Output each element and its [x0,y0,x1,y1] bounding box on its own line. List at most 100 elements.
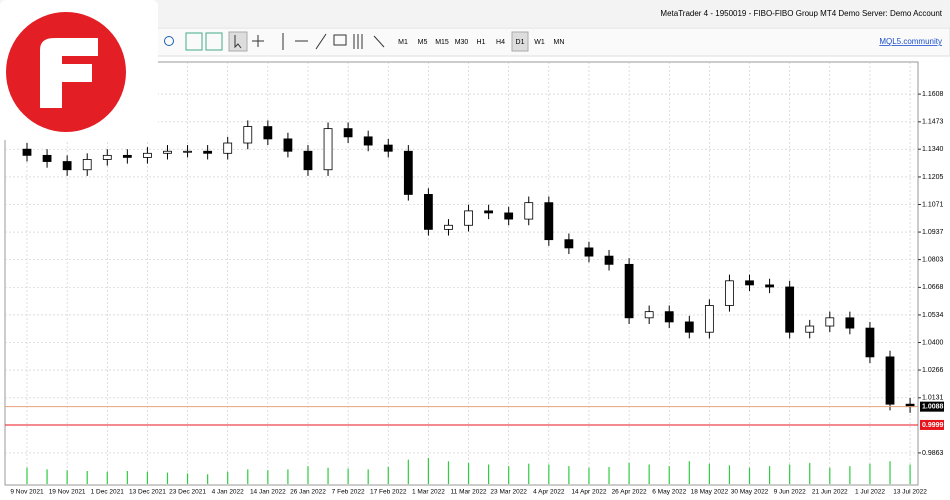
y-tick-label: 1.0131 [922,395,944,402]
candle-body [584,247,594,257]
candle-body [223,142,233,154]
x-tick-label: 26 Apr 2022 [612,489,647,496]
volume-bar [26,467,28,484]
x-tick-label: 26 Jan 2022 [290,489,326,496]
timeframe-button[interactable]: M5 [418,39,428,46]
candle-body [283,138,293,152]
volume-bar [146,471,149,484]
x-tick-label: 23 Mar 2022 [490,489,527,496]
volume-bar [327,467,329,484]
candle-body [704,305,714,333]
volume-bar [106,471,108,484]
price-level-tag [920,419,944,430]
x-tick-label: 13 Jul 2022 [893,489,927,496]
candle-body [22,148,32,156]
candle-body [423,194,433,230]
volume-bar [467,462,470,484]
volume-bar [869,463,871,484]
x-tick-label: 1 Dec 2021 [91,489,125,496]
candle-body [343,128,353,138]
candle-body [544,202,554,241]
timeframe-button[interactable]: H4 [496,39,505,46]
volume-bar [207,474,209,484]
candle-body [122,154,132,158]
candle-body [865,327,875,358]
candle-body [143,152,152,158]
volume-bar [86,471,88,484]
candle-body [62,161,72,171]
timeframe-button[interactable]: M1 [398,39,408,46]
volume-bar [166,472,169,484]
volume-bar [568,466,570,484]
x-tick-label: 11 Mar 2022 [451,489,487,496]
candle-body [765,284,774,288]
y-tick-label: 1.1340 [922,146,944,153]
x-tick-label: 4 Apr 2022 [533,489,565,496]
candle-body [564,239,574,249]
x-tick-label: 7 Feb 2022 [332,489,365,496]
candle-body [624,263,634,319]
timeframe-button[interactable]: H1 [477,39,486,46]
y-tick-label: 1.0803 [922,256,944,263]
x-tick-label: 14 Jan 2022 [250,489,286,496]
x-tick-label: 4 Jan 2022 [212,489,245,496]
candle-body [785,286,795,333]
volume-bar [307,466,309,484]
candle-body [604,255,614,265]
candle-body [825,317,835,327]
volume-bar [367,469,369,484]
candle-body [163,150,172,154]
y-tick-label: 1.0937 [922,229,944,236]
volume-bar [768,466,771,484]
candle-body [444,224,453,230]
volume-bar [508,466,510,484]
x-tick-label: 23 Dec 2021 [169,489,206,496]
candle-body [524,202,534,220]
volume-bar [728,465,731,484]
y-tick-label: 1.0400 [922,339,944,346]
y-tick-label: 1.1608 [922,91,944,98]
volume-bar [588,467,590,484]
candle-body [243,126,253,144]
y-tick-label: 1.0668 [922,284,944,291]
timeframe-button[interactable]: D1 [516,39,525,46]
toolbar [0,27,950,57]
y-tick-label: 0.9863 [922,450,944,457]
volume-bar [46,469,48,484]
volume-bar [447,461,450,484]
chart: 0.9863 1.0131 1.0266 1.0400 1.0534 1.0668 1.08… [5,62,944,496]
mql5-link[interactable]: MQL5.community [879,37,942,46]
candle-body [203,150,213,154]
x-tick-label: 9 Nov 2021 [10,489,44,496]
volume-bar [849,466,851,484]
timeframe-bar: M1 M5 M15 M30 H1 H4 D1 W1 MN [398,31,565,52]
timeframe-button[interactable]: MN [554,39,565,46]
y-tick-label: 1.1473 [922,119,944,126]
timeframe-button[interactable]: M15 [435,39,449,46]
candle-body [484,210,494,214]
candle-body [504,212,514,220]
toolbar-icons [164,31,385,52]
volume-bar [387,466,389,484]
candle-body [644,311,654,319]
volume-bar [829,467,831,484]
volume-bar [648,464,650,484]
volume-bar [186,473,189,484]
volume-bar [528,463,530,484]
volume-bar [126,471,128,484]
candle-body [383,144,393,152]
x-tick-label: 30 May 2022 [731,489,769,496]
candle-body [102,154,112,160]
x-tick-label: 17 Feb 2022 [370,489,407,496]
timeframe-button[interactable]: M30 [455,39,469,46]
volume-bar [889,461,891,484]
volume-bar [488,464,490,484]
timeframe-button[interactable]: W1 [534,39,545,46]
y-tick-label: 1.0266 [922,367,944,374]
x-tick-label: 1 Mar 2022 [412,489,445,496]
candle-body [82,159,92,171]
candle-body [684,321,694,333]
x-tick-label: 21 Jun 2022 [812,489,848,496]
volume-bar [287,469,289,484]
